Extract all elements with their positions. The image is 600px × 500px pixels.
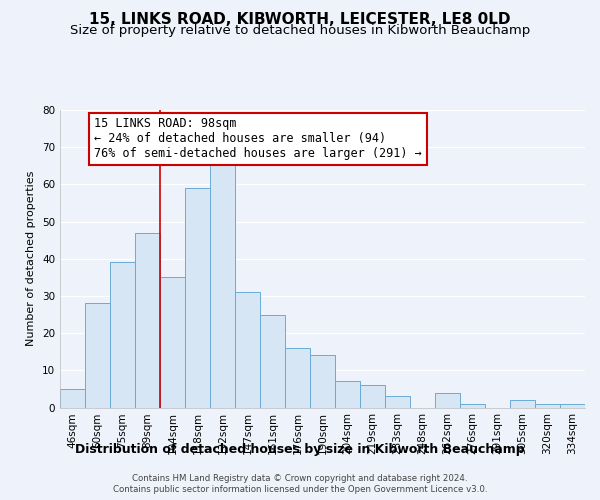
- Text: Size of property relative to detached houses in Kibworth Beauchamp: Size of property relative to detached ho…: [70, 24, 530, 37]
- Bar: [185, 188, 210, 408]
- Bar: [160, 278, 185, 407]
- Bar: [535, 404, 560, 407]
- Y-axis label: Number of detached properties: Number of detached properties: [26, 171, 37, 346]
- Text: Distribution of detached houses by size in Kibworth Beauchamp: Distribution of detached houses by size …: [75, 442, 525, 456]
- Bar: [135, 232, 160, 408]
- Bar: [310, 356, 335, 408]
- Bar: [85, 304, 110, 408]
- Bar: [360, 385, 385, 407]
- Text: Contains HM Land Registry data © Crown copyright and database right 2024.: Contains HM Land Registry data © Crown c…: [132, 474, 468, 483]
- Bar: [510, 400, 535, 407]
- Text: Contains public sector information licensed under the Open Government Licence v3: Contains public sector information licen…: [113, 485, 487, 494]
- Bar: [260, 314, 285, 408]
- Bar: [60, 389, 85, 407]
- Bar: [560, 404, 585, 407]
- Bar: [335, 382, 360, 407]
- Bar: [285, 348, 310, 408]
- Text: 15 LINKS ROAD: 98sqm
← 24% of detached houses are smaller (94)
76% of semi-detac: 15 LINKS ROAD: 98sqm ← 24% of detached h…: [94, 118, 422, 160]
- Bar: [110, 262, 135, 408]
- Bar: [385, 396, 410, 407]
- Bar: [435, 392, 460, 407]
- Text: 15, LINKS ROAD, KIBWORTH, LEICESTER, LE8 0LD: 15, LINKS ROAD, KIBWORTH, LEICESTER, LE8…: [89, 12, 511, 28]
- Bar: [235, 292, 260, 408]
- Bar: [210, 158, 235, 408]
- Bar: [460, 404, 485, 407]
